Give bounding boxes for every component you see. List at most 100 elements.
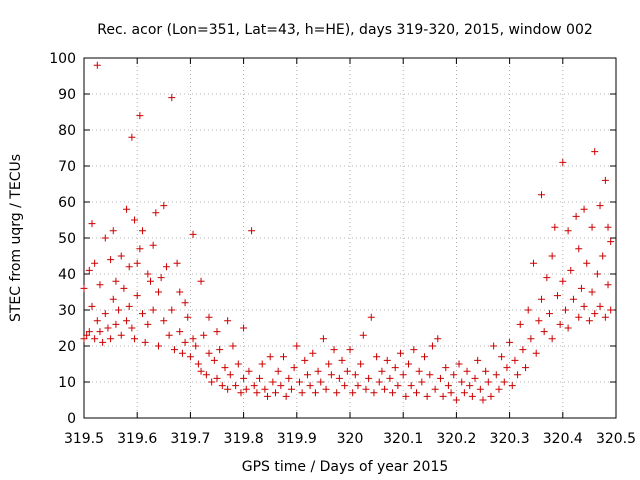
- data-point: [112, 277, 120, 285]
- data-point: [173, 259, 181, 267]
- data-point: [559, 158, 567, 166]
- data-point: [256, 374, 264, 382]
- data-point: [303, 371, 311, 379]
- y-tick-label: 40: [58, 267, 76, 283]
- y-tick-label: 30: [58, 303, 76, 319]
- data-point: [423, 392, 431, 400]
- data-point: [109, 227, 117, 235]
- data-point: [346, 346, 354, 354]
- data-point: [272, 389, 280, 397]
- data-point: [192, 342, 200, 350]
- data-point: [399, 371, 407, 379]
- data-point: [335, 374, 343, 382]
- y-tick-label: 100: [49, 51, 76, 67]
- data-point: [373, 353, 381, 361]
- data-point: [139, 227, 147, 235]
- data-point: [91, 259, 99, 267]
- data-point: [516, 320, 524, 328]
- data-point: [455, 360, 463, 368]
- data-point: [463, 367, 471, 375]
- y-tick-label: 70: [58, 159, 76, 175]
- data-point: [258, 360, 266, 368]
- data-point: [144, 270, 152, 278]
- data-point: [240, 374, 248, 382]
- data-point: [160, 202, 168, 210]
- data-point: [107, 256, 115, 264]
- data-point: [495, 385, 503, 393]
- data-point: [479, 396, 487, 404]
- data-point: [460, 389, 468, 397]
- data-point: [266, 353, 274, 361]
- x-tick-label: 319.6: [117, 431, 157, 447]
- data-point: [123, 205, 131, 213]
- data-point: [234, 360, 242, 368]
- data-point: [607, 238, 615, 246]
- data-point: [564, 324, 572, 332]
- data-point: [80, 335, 88, 343]
- data-point: [120, 284, 128, 292]
- data-point: [575, 245, 583, 253]
- data-point: [93, 317, 101, 325]
- data-point: [413, 389, 420, 397]
- data-point: [484, 378, 492, 386]
- data-point: [200, 331, 208, 339]
- data-point: [402, 392, 410, 400]
- data-point: [564, 227, 572, 235]
- data-point: [176, 328, 184, 336]
- data-point: [261, 385, 269, 393]
- data-point: [599, 252, 607, 260]
- data-point: [466, 382, 474, 390]
- data-point: [117, 252, 125, 260]
- y-tick-label: 0: [67, 411, 76, 427]
- y-axis-label: STEC from uqrg / TECUs: [8, 154, 24, 322]
- data-point: [538, 295, 546, 303]
- data-point: [181, 338, 189, 346]
- data-point: [357, 360, 365, 368]
- chart-title: Rec. acor (Lon=351, Lat=43, h=HE), days …: [97, 22, 593, 38]
- data-point: [359, 331, 367, 339]
- data-point: [394, 382, 402, 390]
- data-point: [240, 324, 248, 332]
- data-point: [202, 371, 210, 379]
- data-point: [101, 310, 109, 318]
- data-point: [471, 374, 479, 382]
- data-point: [101, 234, 109, 242]
- data-point: [327, 371, 335, 379]
- data-point: [91, 335, 99, 343]
- data-point: [125, 302, 133, 310]
- data-point: [218, 382, 226, 390]
- data-point: [492, 371, 500, 379]
- data-point: [224, 385, 232, 393]
- data-point: [168, 306, 176, 314]
- data-point: [540, 328, 548, 336]
- data-point: [389, 389, 397, 397]
- data-point: [426, 371, 434, 379]
- data-point: [293, 342, 301, 350]
- x-tick-label: 319.9: [277, 431, 317, 447]
- data-point: [242, 385, 250, 393]
- data-point: [341, 382, 349, 390]
- data-point: [580, 302, 588, 310]
- data-point: [123, 317, 131, 325]
- data-point: [405, 360, 413, 368]
- data-point: [458, 378, 466, 386]
- data-point: [208, 378, 216, 386]
- data-point: [354, 382, 362, 390]
- y-tick-label: 80: [58, 123, 76, 139]
- data-point: [365, 374, 373, 382]
- data-point: [274, 367, 282, 375]
- data-point: [245, 367, 253, 375]
- data-point: [546, 310, 553, 318]
- data-point: [548, 335, 556, 343]
- data-point: [548, 252, 556, 260]
- data-point: [556, 320, 564, 328]
- data-point: [607, 306, 615, 314]
- data-point: [248, 227, 256, 235]
- data-point: [237, 389, 245, 397]
- data-point: [585, 317, 593, 325]
- data-point: [588, 288, 596, 296]
- data-point: [551, 223, 559, 231]
- data-point: [476, 385, 484, 393]
- data-point: [250, 382, 258, 390]
- data-point: [125, 263, 133, 271]
